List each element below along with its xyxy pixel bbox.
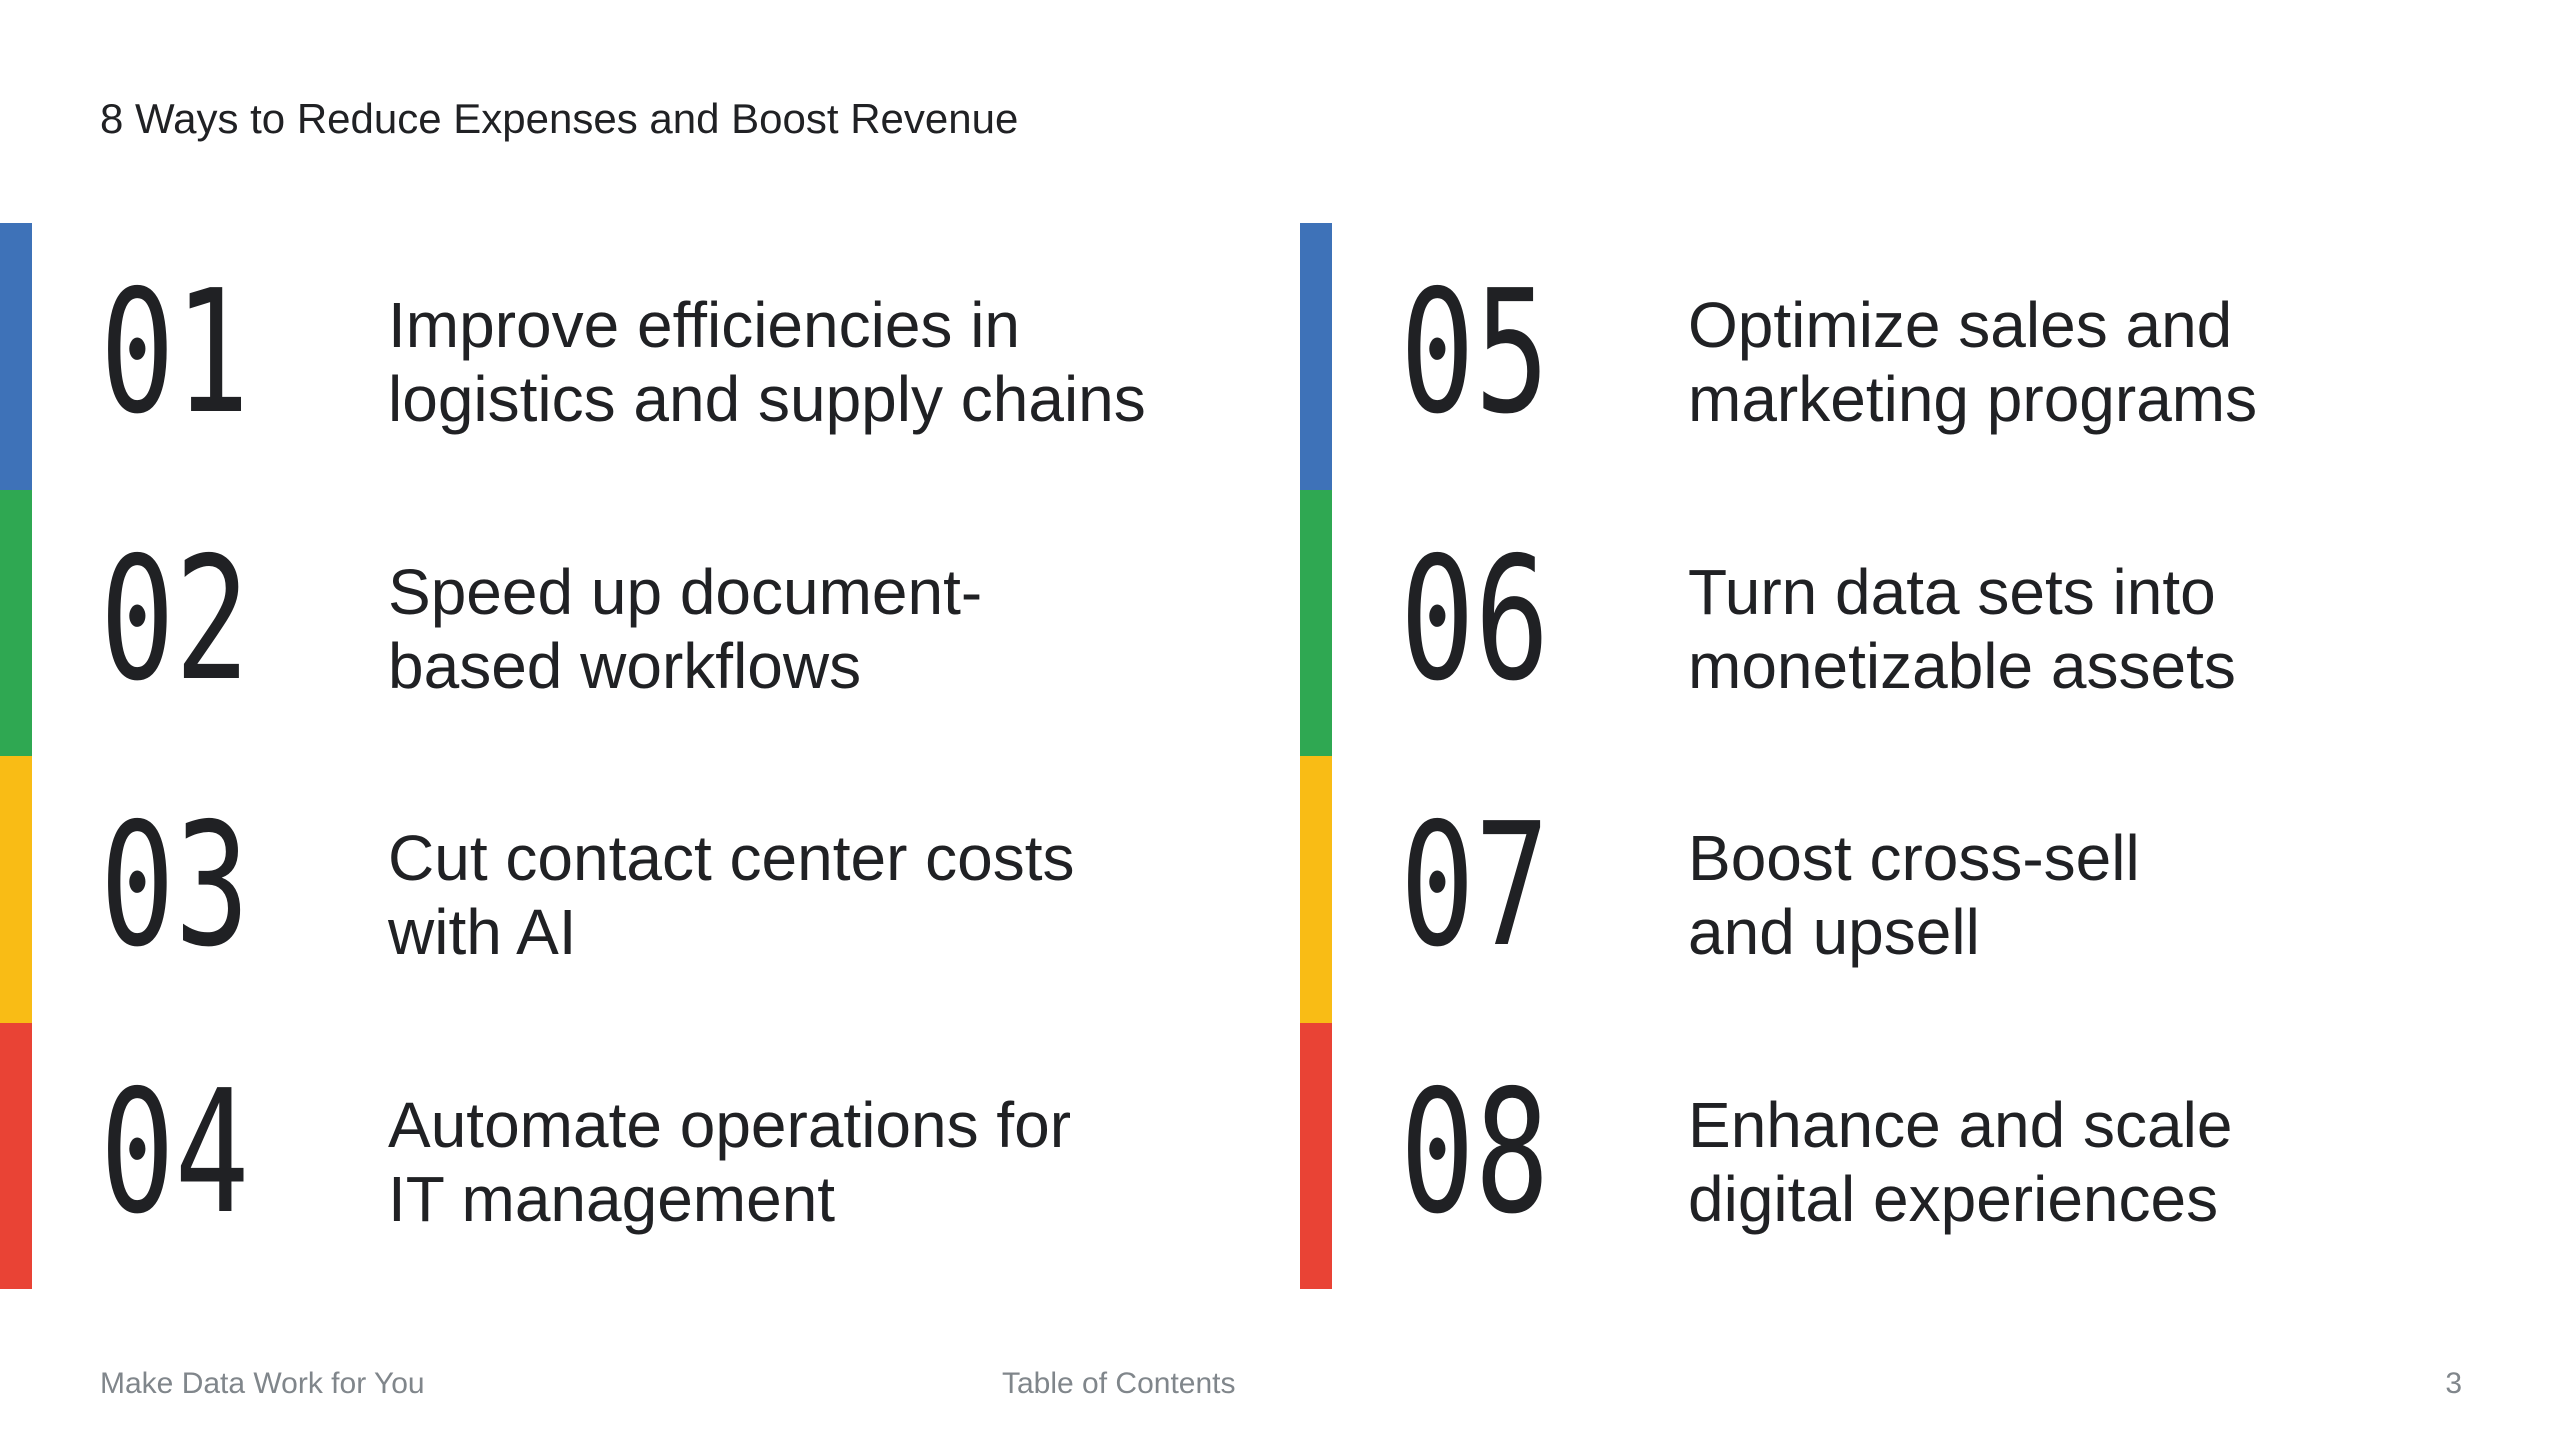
- toc-item-number: 07: [1400, 787, 1550, 985]
- toc-item-title-line1: Boost cross-sell: [1688, 822, 2140, 894]
- toc-item-number: 02: [100, 521, 250, 719]
- bar-segment-red: [0, 1022, 32, 1289]
- toc-item-number: 04: [100, 1054, 250, 1252]
- toc-item-number: 08: [1400, 1054, 1550, 1252]
- toc-item-title-line2: digital experiences: [1688, 1163, 2219, 1235]
- footer-section-label: Table of Contents: [1002, 1367, 1236, 1400]
- toc-item-title-line2: based workflows: [388, 630, 862, 702]
- toc-item-title-line1: Turn data sets into: [1688, 556, 2216, 628]
- toc-item-title-line1: Enhance and scale: [1688, 1089, 2233, 1161]
- toc-item-title-line2: and upsell: [1688, 896, 1980, 968]
- toc-item-07[interactable]: 07 Boost cross-sell and upsell: [1400, 787, 2500, 985]
- toc-item-title: Cut contact center costs with AI: [388, 821, 1075, 969]
- toc-item-title-line1: Automate operations for: [388, 1089, 1072, 1161]
- toc-item-05[interactable]: 05 Optimize sales and marketing programs: [1400, 254, 2500, 452]
- toc-item-title: Turn data sets into monetizable assets: [1688, 555, 2236, 703]
- page-title: 8 Ways to Reduce Expenses and Boost Reve…: [100, 95, 1019, 142]
- toc-item-title-line1: Speed up document-: [388, 556, 983, 628]
- toc-item-title: Speed up document- based workflows: [388, 555, 982, 703]
- toc-item-title-line2: marketing programs: [1688, 363, 2258, 435]
- bar-segment-yellow: [0, 756, 32, 1023]
- toc-item-title: Optimize sales and marketing programs: [1688, 288, 2257, 436]
- toc-item-title-line2: monetizable assets: [1688, 630, 2236, 702]
- toc-item-title-line1: Cut contact center costs: [388, 822, 1075, 894]
- toc-item-title-line1: Improve efficiencies in: [388, 289, 1020, 361]
- footer-page-number: 3: [2445, 1367, 2462, 1400]
- footer-ebook-title: Make Data Work for You: [100, 1367, 425, 1400]
- toc-item-title-line2: logistics and supply chains: [388, 363, 1146, 435]
- toc-item-title: Automate operations for IT management: [388, 1088, 1071, 1236]
- toc-item-04[interactable]: 04 Automate operations for IT management: [100, 1054, 1250, 1252]
- toc-item-01[interactable]: 01 Improve efficiencies in logistics and…: [100, 254, 1250, 452]
- toc-item-06[interactable]: 06 Turn data sets into monetizable asset…: [1400, 521, 2500, 719]
- bar-segment-red: [1300, 1022, 1332, 1289]
- toc-item-title-line1: Optimize sales and: [1688, 289, 2233, 361]
- toc-item-title: Boost cross-sell and upsell: [1688, 821, 2140, 969]
- bar-segment-blue: [0, 223, 32, 490]
- bar-segment-blue: [1300, 223, 1332, 490]
- toc-item-number: 01: [100, 254, 250, 452]
- right-color-bar: [1300, 223, 1332, 1289]
- toc-item-number: 03: [100, 787, 250, 985]
- left-color-bar: [0, 223, 32, 1289]
- toc-item-title: Improve efficiencies in logistics and su…: [388, 288, 1146, 436]
- toc-item-title-line2: with AI: [388, 896, 577, 968]
- toc-item-title-line2: IT management: [388, 1163, 836, 1235]
- bar-segment-green: [1300, 489, 1332, 756]
- toc-item-number: 05: [1400, 254, 1550, 452]
- toc-item-08[interactable]: 08 Enhance and scale digital experiences: [1400, 1054, 2500, 1252]
- toc-item-title: Enhance and scale digital experiences: [1688, 1088, 2232, 1236]
- bar-segment-yellow: [1300, 756, 1332, 1023]
- toc-item-03[interactable]: 03 Cut contact center costs with AI: [100, 787, 1250, 985]
- toc-item-02[interactable]: 02 Speed up document- based workflows: [100, 521, 1250, 719]
- bar-segment-green: [0, 489, 32, 756]
- toc-item-number: 06: [1400, 521, 1550, 719]
